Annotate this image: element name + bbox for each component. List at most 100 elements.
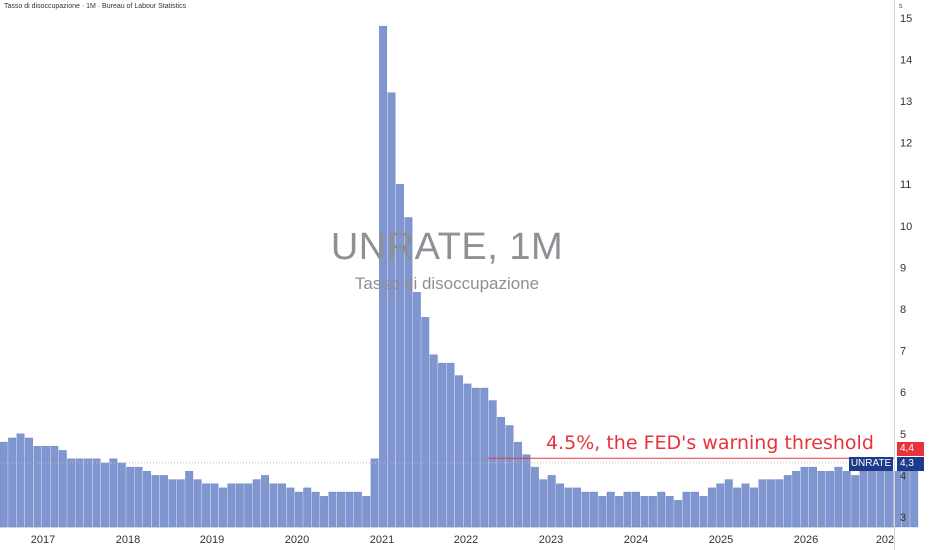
bar[interactable] xyxy=(817,471,826,528)
bar[interactable] xyxy=(497,416,506,528)
bar[interactable] xyxy=(109,458,118,528)
bar[interactable] xyxy=(910,462,919,528)
bar[interactable] xyxy=(640,496,649,528)
bar[interactable] xyxy=(724,479,733,528)
bar[interactable] xyxy=(480,387,489,528)
bar[interactable] xyxy=(50,446,59,528)
bar[interactable] xyxy=(353,491,362,528)
threshold-annotation[interactable]: 4.5%, the FED's warning threshold xyxy=(546,432,874,454)
bar[interactable] xyxy=(41,446,50,528)
bar[interactable] xyxy=(286,487,295,528)
bar[interactable] xyxy=(581,491,590,528)
bar[interactable] xyxy=(657,491,666,528)
bar[interactable] xyxy=(893,471,902,528)
bar[interactable] xyxy=(514,441,522,528)
bar[interactable] xyxy=(252,479,261,528)
bar[interactable] xyxy=(471,387,480,528)
bar[interactable] xyxy=(58,450,67,528)
price-scale-mode-label[interactable]: s xyxy=(899,3,903,10)
bar[interactable] xyxy=(143,471,152,528)
bar[interactable] xyxy=(303,487,312,528)
bar[interactable] xyxy=(750,487,758,528)
bar[interactable] xyxy=(227,483,236,528)
bar[interactable] xyxy=(463,383,472,528)
bar[interactable] xyxy=(185,471,194,528)
bar[interactable] xyxy=(792,471,801,528)
bar[interactable] xyxy=(100,462,109,528)
bar[interactable] xyxy=(126,466,135,528)
bar[interactable] xyxy=(421,317,430,528)
bar[interactable] xyxy=(556,483,565,528)
bar[interactable] xyxy=(648,496,657,528)
bar[interactable] xyxy=(117,462,126,528)
bar[interactable] xyxy=(682,491,691,528)
bar[interactable] xyxy=(0,441,8,528)
bar[interactable] xyxy=(134,466,143,528)
bar[interactable] xyxy=(210,483,219,528)
bar[interactable] xyxy=(218,487,227,528)
bar[interactable] xyxy=(67,458,76,528)
bar[interactable] xyxy=(488,400,497,528)
bar[interactable] xyxy=(766,479,775,528)
bar[interactable] xyxy=(159,475,168,528)
bar[interactable] xyxy=(783,475,792,528)
bar[interactable] xyxy=(809,466,817,528)
bar[interactable] xyxy=(362,496,371,528)
bar[interactable] xyxy=(733,487,742,528)
bar[interactable] xyxy=(851,475,860,528)
bar[interactable] xyxy=(345,491,354,528)
bar[interactable] xyxy=(868,466,876,528)
bar[interactable] xyxy=(623,491,632,528)
bar[interactable] xyxy=(884,466,893,528)
bar[interactable] xyxy=(269,483,278,528)
bar[interactable] xyxy=(758,479,767,528)
bar[interactable] xyxy=(632,491,640,528)
bar[interactable] xyxy=(665,496,674,528)
bar[interactable] xyxy=(337,491,345,528)
bar[interactable] xyxy=(573,487,581,528)
bar[interactable] xyxy=(202,483,211,528)
bar[interactable] xyxy=(84,458,93,528)
bar[interactable] xyxy=(615,496,624,528)
bar[interactable] xyxy=(429,354,438,528)
bar[interactable] xyxy=(834,466,843,528)
bar[interactable] xyxy=(438,362,447,528)
bar[interactable] xyxy=(547,475,556,528)
bar[interactable] xyxy=(294,491,303,528)
bar[interactable] xyxy=(370,458,379,528)
bar[interactable] xyxy=(876,466,885,528)
bar[interactable] xyxy=(16,433,25,528)
bar[interactable] xyxy=(244,483,253,528)
bar[interactable] xyxy=(539,479,548,528)
bar[interactable] xyxy=(825,471,834,528)
bar[interactable] xyxy=(328,491,337,528)
bar[interactable] xyxy=(775,479,784,528)
bar[interactable] xyxy=(716,483,725,528)
bar[interactable] xyxy=(674,500,683,528)
bar[interactable] xyxy=(277,483,286,528)
bar[interactable] xyxy=(859,471,868,528)
bar[interactable] xyxy=(193,479,202,528)
x-axis[interactable]: 2017 2018 2019 2020 2021 2022 2023 2024 2025 2026… xyxy=(31,534,894,546)
bar[interactable] xyxy=(842,471,851,528)
bar[interactable] xyxy=(699,496,708,528)
bar[interactable] xyxy=(564,487,573,528)
bar[interactable] xyxy=(455,375,463,528)
bar[interactable] xyxy=(707,487,716,528)
bar[interactable] xyxy=(446,362,455,528)
bar[interactable] xyxy=(505,425,514,528)
y-axis[interactable]: 3 4 5 6 7 8 9 10 11 12 13 14 15 xyxy=(900,13,912,524)
bar[interactable] xyxy=(25,437,33,528)
bar[interactable] xyxy=(522,454,531,528)
bar[interactable] xyxy=(589,491,598,528)
bar[interactable] xyxy=(8,437,17,528)
bar[interactable] xyxy=(168,479,177,528)
bar[interactable] xyxy=(800,466,809,528)
bar[interactable] xyxy=(691,491,699,528)
bar[interactable] xyxy=(320,496,329,528)
bar[interactable] xyxy=(412,292,421,528)
bar[interactable] xyxy=(530,466,539,528)
bar[interactable] xyxy=(92,458,101,528)
bar[interactable] xyxy=(75,458,84,528)
bar[interactable] xyxy=(176,479,185,528)
